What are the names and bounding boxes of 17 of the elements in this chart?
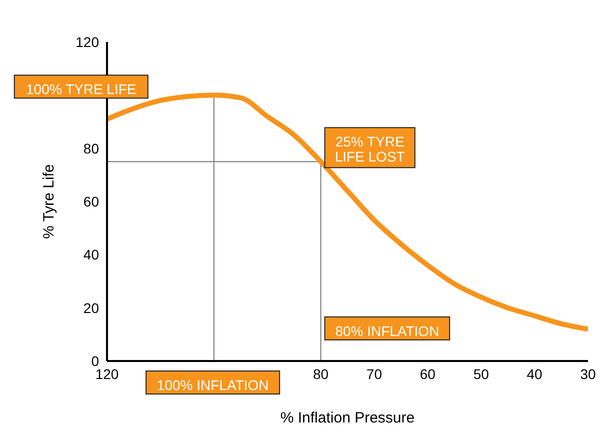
x-tick-label: 50 xyxy=(473,366,490,382)
annotation: 100% TYRE LIFE xyxy=(26,81,136,98)
y-tick-label: 60 xyxy=(83,193,100,210)
y-tick-label: 80 xyxy=(83,140,100,156)
x-tick-label: 60 xyxy=(420,366,436,382)
x-tick-label: 80 xyxy=(312,366,329,382)
y-tick-label: 20 xyxy=(83,300,100,316)
x-axis-title: % Inflation Pressure xyxy=(280,410,415,427)
y-tick-label: 120 xyxy=(76,34,100,50)
x-tick-label: 40 xyxy=(526,366,543,382)
annotation: 25% TYRE LIFE LOST xyxy=(334,134,406,165)
y-tick-label: 40 xyxy=(83,246,100,263)
annotation: 80% INFLATION xyxy=(335,322,440,339)
x-tick-label: 70 xyxy=(366,366,382,382)
y-axis-title: % Tyre Life xyxy=(40,164,58,239)
x-tick-label: 30 xyxy=(580,366,596,382)
text: 100% INFLATION xyxy=(156,377,269,393)
